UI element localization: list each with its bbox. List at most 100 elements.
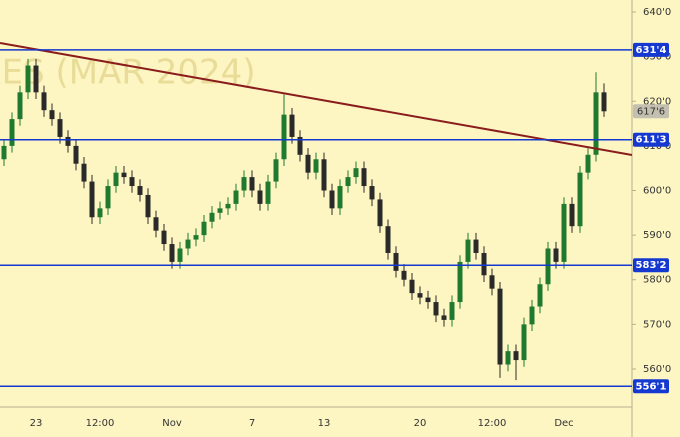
candle-body xyxy=(89,181,95,218)
x-tick-label: Dec xyxy=(554,418,573,429)
candle-body xyxy=(425,297,431,303)
candle-body xyxy=(113,172,119,187)
last-price-box xyxy=(633,104,669,119)
y-tick-label: 630'0 xyxy=(643,52,671,63)
candle-body xyxy=(521,324,527,361)
y-tick-label: 560'0 xyxy=(643,364,671,375)
candle-body xyxy=(569,203,575,227)
candle-body xyxy=(577,172,583,227)
candle-body xyxy=(169,244,175,262)
candle-body xyxy=(433,302,439,316)
candle-body xyxy=(345,177,351,187)
level-label: 583'2 xyxy=(636,260,667,271)
candle-body xyxy=(329,190,335,209)
candle-body xyxy=(561,203,567,262)
candle-body xyxy=(545,248,551,285)
candle-body xyxy=(297,136,303,155)
candle-body xyxy=(481,252,487,276)
last-price-label: 617'6 xyxy=(637,106,665,117)
candle-body xyxy=(129,177,135,187)
candle-body xyxy=(249,177,255,191)
candle-body xyxy=(281,114,287,160)
level-label-box xyxy=(633,42,669,57)
candle-body xyxy=(121,172,127,178)
y-tick-label: 590'0 xyxy=(643,230,671,241)
candle-body xyxy=(601,92,607,112)
x-tick-label: Nov xyxy=(162,418,182,429)
candle-body xyxy=(441,315,447,320)
level-label: 611'3 xyxy=(636,135,667,146)
candle-body xyxy=(313,159,319,173)
candle-body xyxy=(369,186,375,200)
candle-body xyxy=(177,248,183,262)
candle-body xyxy=(193,235,199,240)
watermark: RES (MAR 2024) xyxy=(0,53,256,93)
candle-body xyxy=(489,275,495,289)
candle-body xyxy=(9,119,15,146)
candle-body xyxy=(105,186,111,209)
y-tick-label: 580'0 xyxy=(643,275,671,286)
candle-body xyxy=(225,203,231,209)
candle-body xyxy=(553,248,559,262)
candle-body xyxy=(385,226,391,253)
x-tick-label: 7 xyxy=(249,418,255,429)
candle-body xyxy=(361,168,367,187)
candle-body xyxy=(449,302,455,320)
candle-body xyxy=(337,186,343,209)
candle-body xyxy=(305,154,311,173)
candle-body xyxy=(529,306,535,325)
candle-body xyxy=(49,110,55,120)
candle-body xyxy=(401,270,407,280)
candle-body xyxy=(273,159,279,182)
candle-body xyxy=(593,92,599,155)
candle-body xyxy=(257,190,263,204)
level-label-box xyxy=(633,379,669,394)
candle-body xyxy=(265,181,271,204)
candle-body xyxy=(417,293,423,298)
candle-body xyxy=(17,92,23,120)
candle-body xyxy=(497,288,503,365)
candle-body xyxy=(73,145,79,164)
candle-body xyxy=(41,92,47,111)
x-tick-label: 12:00 xyxy=(86,418,115,429)
level-label: 556'1 xyxy=(636,381,667,392)
candle-body xyxy=(137,186,143,195)
candle-body xyxy=(185,239,191,249)
candle-body xyxy=(537,284,543,307)
candle-body xyxy=(161,230,167,245)
candle-body xyxy=(33,65,39,93)
candle-body xyxy=(393,252,399,271)
candle-body xyxy=(65,136,71,146)
candle-body xyxy=(409,279,415,294)
x-tick-label: 23 xyxy=(30,418,43,429)
candle-body xyxy=(321,159,327,191)
candle-body xyxy=(153,217,159,231)
candle-body xyxy=(81,163,87,182)
candle-body xyxy=(217,208,223,213)
candle-body xyxy=(1,145,7,160)
y-tick-label: 640'0 xyxy=(643,7,671,18)
candle-body xyxy=(377,199,383,227)
candle-body xyxy=(145,194,151,218)
y-tick-label: 570'0 xyxy=(643,319,671,330)
level-label-box xyxy=(633,132,669,147)
candle-body xyxy=(473,239,479,253)
candle-body xyxy=(57,119,63,137)
candle-body xyxy=(505,351,511,365)
candle-body xyxy=(353,168,359,178)
candle-body xyxy=(241,177,247,191)
x-tick-label: 13 xyxy=(318,418,331,429)
trend-line xyxy=(0,42,633,156)
y-tick-label: 620'0 xyxy=(643,96,671,107)
y-tick-label: 600'0 xyxy=(643,185,671,196)
x-tick-label: 12:00 xyxy=(478,418,507,429)
candle-body xyxy=(201,221,207,236)
x-tick-label: 20 xyxy=(414,418,427,429)
candle-body xyxy=(465,239,471,262)
candle-body xyxy=(233,190,239,204)
candle-body xyxy=(97,208,103,218)
level-label-box xyxy=(633,258,669,273)
candle-body xyxy=(289,114,295,137)
